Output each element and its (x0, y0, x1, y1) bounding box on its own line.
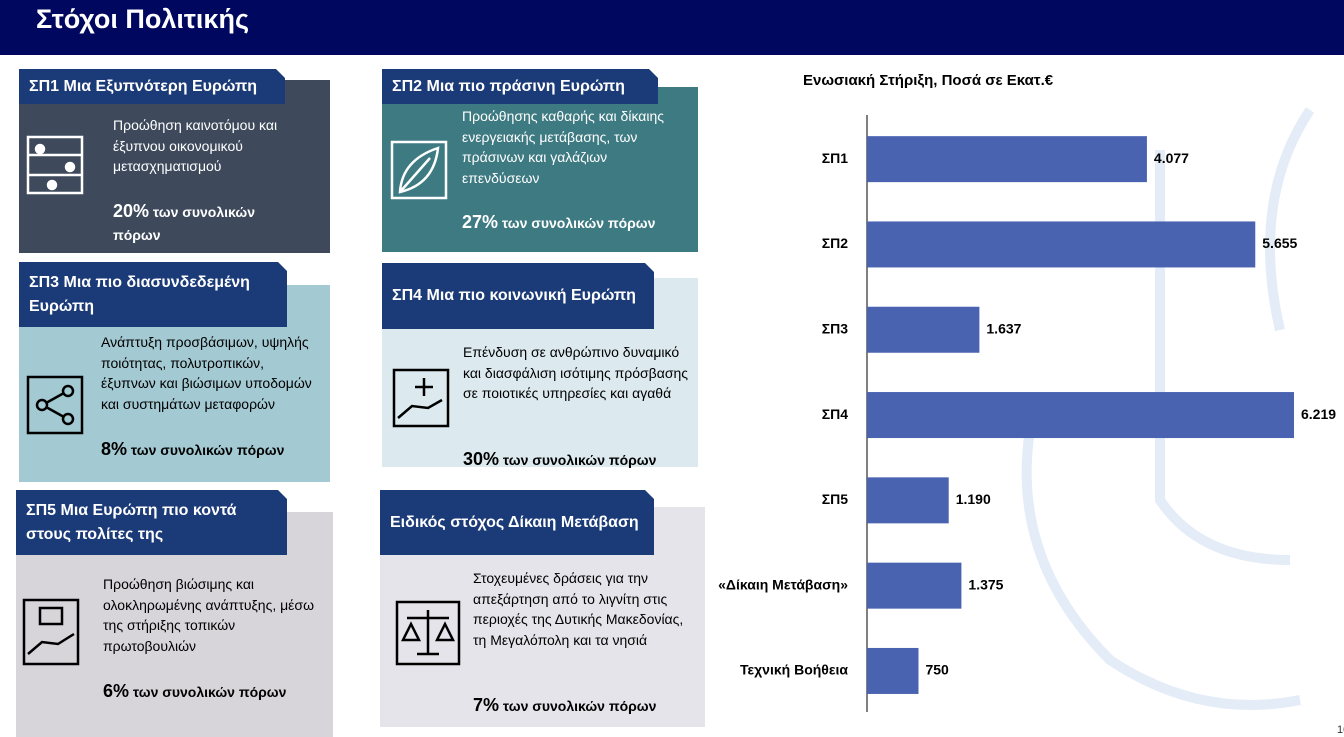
category-label: Τεχνική Βοήθεια (740, 662, 848, 678)
card-icon (395, 600, 465, 675)
value-label: 1.375 (968, 576, 1003, 592)
value-label: 4.077 (1154, 150, 1189, 166)
bar (867, 136, 1147, 183)
icon-graphic (22, 598, 80, 666)
card-title: ΣΠ1 Μια Εξυπνότερη Ευρώπη (19, 69, 285, 104)
bar (867, 647, 919, 694)
value-label: 1.637 (986, 320, 1021, 336)
card-share: 20% των συνολικών πόρων (113, 200, 303, 247)
bar (867, 392, 1294, 439)
card-share: 8% των συνολικών πόρων (101, 438, 321, 462)
card-title: ΣΠ3 Μια πιο διασυνδεδεμένη Ευρώπη (19, 262, 287, 327)
chart-title: Ενωσιακή Στήριξη, Ποσά σε Εκατ.€ (803, 72, 1054, 89)
share-value: 7% (473, 695, 500, 715)
bar (867, 562, 962, 609)
share-value: 6% (103, 681, 130, 701)
share-text: των συνολικών πόρων (113, 204, 255, 243)
card-description: Προώθησης καθαρής και δίκαιης ενεργειακή… (462, 108, 665, 186)
share-text: των συνολικών πόρων (501, 215, 656, 231)
category-label: ΣΠ1 (822, 150, 849, 166)
icon-graphic (392, 368, 450, 428)
card-description: Επένδυση σε ανθρώπινο δυναμικό και διασφ… (463, 344, 688, 401)
card-title: Ειδικός στόχος Δίκαιη Μετάβαση (380, 490, 654, 555)
value-label: 750 (925, 662, 949, 678)
share-text: των συνολικών πόρων (132, 684, 287, 700)
category-label: ΣΠ2 (822, 235, 849, 251)
card-title: ΣΠ4 Μια πιο κοινωνική Ευρώπη (382, 263, 654, 329)
card-icon (26, 135, 96, 210)
value-label: 6.219 (1301, 406, 1336, 422)
bar (867, 306, 980, 353)
title-bar: Στόχοι Πολιτικής (0, 0, 1344, 55)
category-label: ΣΠ4 (822, 406, 849, 422)
card-share: 27% των συνολικών πόρων (462, 211, 692, 235)
card-icon (390, 140, 460, 215)
card-description: Προώθηση βιώσιμης και ολοκληρωμένης ανάπ… (103, 576, 314, 654)
share-text: των συνολικών πόρων (130, 442, 285, 458)
card-icon (392, 368, 462, 443)
icon-graphic (395, 600, 461, 666)
share-value: 27% (462, 212, 499, 232)
page-number: 10 (1337, 724, 1344, 736)
card-title: ΣΠ2 Μια πιο πράσινη Ευρώπη (382, 69, 658, 104)
share-value: 30% (463, 449, 500, 469)
card-share: 30% των συνολικών πόρων (463, 448, 693, 472)
card-body (382, 87, 698, 252)
share-value: 8% (101, 439, 128, 459)
bar (867, 221, 1256, 268)
card-description: Ανάπτυξη προσβάσιμων, υψηλής ποιότητας, … (101, 334, 312, 412)
icon-graphic (26, 375, 84, 435)
category-label: «Δίκαιη Μετάβαση» (718, 576, 848, 592)
value-label: 5.655 (1262, 235, 1297, 251)
share-text: των συνολικών πόρων (502, 452, 657, 468)
card-icon (26, 375, 96, 450)
icon-graphic (26, 135, 84, 195)
card-description: Στοχευμένες δράσεις για την απεξάρτηση α… (473, 570, 684, 648)
value-label: 1.190 (956, 491, 991, 507)
share-text: των συνολικών πόρων (502, 698, 657, 714)
card-description: Προώθηση καινοτόμου και έξυπνου οικονομι… (113, 117, 278, 174)
category-label: ΣΠ3 (822, 320, 849, 336)
slide-title: Στόχοι Πολιτικής (36, 4, 250, 34)
card-share: 6% των συνολικών πόρων (103, 680, 323, 704)
card-title: ΣΠ5 Μια Ευρώπη πιο κοντά στους πολίτες τ… (16, 490, 287, 555)
bar (867, 477, 949, 524)
icon-graphic (390, 140, 448, 200)
category-label: ΣΠ5 (822, 491, 849, 507)
card-share: 7% των συνολικών πόρων (473, 694, 703, 718)
share-value: 20% (113, 201, 150, 221)
card-icon (22, 598, 92, 673)
